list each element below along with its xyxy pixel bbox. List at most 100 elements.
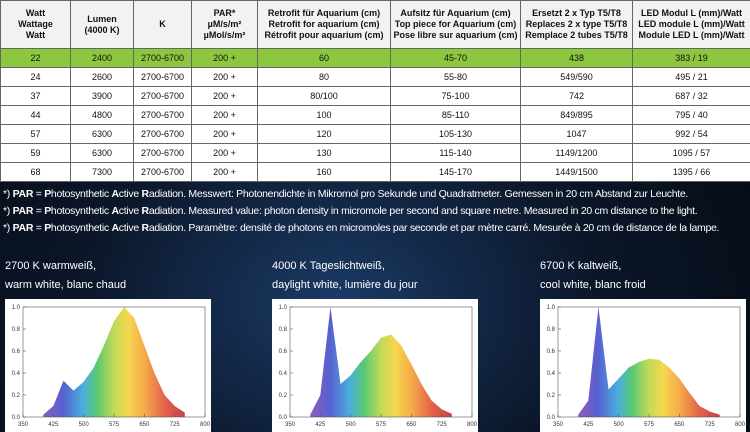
y-tick-label: 0.4 xyxy=(12,371,21,377)
table-cell: 160 xyxy=(257,162,391,182)
table-cell: 495 / 21 xyxy=(632,67,750,87)
table-cell: 60 xyxy=(257,48,391,68)
header-text: Replaces 2 x type T5/T8 xyxy=(525,19,628,29)
header-text: µMol/s/m² xyxy=(203,30,246,40)
table-cell: 6300 xyxy=(70,124,134,144)
header-text: Ersetzt 2 x Typ T5/T8 xyxy=(532,8,621,18)
x-tick-label: 500 xyxy=(614,422,625,428)
footnote-text: adiation. Measured value: photon density… xyxy=(148,205,698,217)
footnote-text: ctive xyxy=(118,205,142,217)
table-cell: 24 xyxy=(0,67,71,87)
header-text: (4000 K) xyxy=(84,24,120,35)
chart-title: 2700 K warmweiß, xyxy=(5,260,96,272)
y-tick-label: 0.0 xyxy=(279,415,288,421)
chart-subtitle: daylight white, lumière du jour xyxy=(272,279,418,291)
header-text: Rétrofit pour aquarium (cm) xyxy=(264,30,384,40)
header-text: Module LED L (mm)/Watt xyxy=(638,30,745,40)
table-cell: 1047 xyxy=(520,124,633,144)
table-cell: 200 + xyxy=(191,124,258,144)
footnote-text: R xyxy=(141,188,150,200)
table-cell: 2400 xyxy=(70,48,134,68)
footnote-text: hotosynthetic xyxy=(50,222,112,234)
table-cell: 849/895 xyxy=(520,105,633,125)
table-cell: 383 / 19 xyxy=(632,48,750,68)
table-cell: 37 xyxy=(0,86,71,106)
table-cell: 105-130 xyxy=(390,124,521,144)
header-text: Retrofit for aquarium (cm) xyxy=(268,19,380,29)
spectrum-area xyxy=(43,307,185,417)
table-cell: 795 / 40 xyxy=(632,105,750,125)
footnote-text: A xyxy=(111,222,120,234)
table-cell: 22 xyxy=(0,48,71,68)
table-cell: 200 + xyxy=(191,143,258,163)
header-cell: PAR* µM/s/m² µMol/s/m² xyxy=(191,0,258,49)
footnote-text: hotosynthetic xyxy=(50,188,112,200)
table-row: 24 2600 2700-6700 200 +80 55-80 549/590 495 / … xyxy=(0,67,750,87)
table-cell: 200 + xyxy=(191,162,258,182)
x-tick-label: 725 xyxy=(437,422,448,428)
header-text: Aufsitz für Aquarium (cm) xyxy=(400,8,511,18)
header-cell: Aufsitz für Aquarium (cm) Top piece for A… xyxy=(390,0,521,49)
table-cell: 1149/1200 xyxy=(520,143,633,163)
table-cell: 75-100 xyxy=(390,86,521,106)
table-cell: 200 + xyxy=(191,67,258,87)
header-text: Watt xyxy=(25,30,46,40)
footnote-text: R xyxy=(141,222,150,234)
y-tick-label: 0.6 xyxy=(547,349,556,355)
x-tick-label: 725 xyxy=(705,422,716,428)
footnote: *) PAR = Photosynthetic Active Radiation… xyxy=(3,186,749,203)
x-tick-label: 725 xyxy=(170,422,181,428)
table-cell: 200 + xyxy=(191,105,258,125)
table-cell: 1395 / 66 xyxy=(632,162,750,182)
table-row: 44 4800 2700-6700 200 +100 85-110 849/895 795 … xyxy=(0,105,750,125)
table-cell: 438 xyxy=(520,48,633,68)
spectra: 2700 K warmweiß, warm white, blanc chaud 0… xyxy=(4,260,746,432)
footnote-text: *) xyxy=(3,188,13,200)
x-tick-label: 425 xyxy=(48,422,59,428)
footnote-text: R xyxy=(141,205,150,217)
table-cell: 1095 / 57 xyxy=(632,143,750,163)
y-tick-label: 0.0 xyxy=(547,415,556,421)
footnote-text: = xyxy=(33,188,45,200)
footnote-text: = xyxy=(33,205,45,217)
footnote-text: P xyxy=(44,188,51,200)
table-cell: 2700-6700 xyxy=(133,48,192,68)
header-cell: K xyxy=(133,0,192,49)
table-row: 57 6300 2700-6700 200 +120 105-130 1047 992 / … xyxy=(0,124,750,144)
table-cell: 3900 xyxy=(70,86,134,106)
table-cell: 200 + xyxy=(191,48,258,68)
header-cell: LED Modul L (mm)/Watt LED module L (mm)/W… xyxy=(632,0,750,49)
header-text: Top piece for Aquarium (cm) xyxy=(394,19,517,29)
x-tick-label: 500 xyxy=(79,422,90,428)
header-text: Wattage xyxy=(18,19,53,29)
header-text: Retrofit für Aquarium (cm) xyxy=(267,8,381,18)
x-tick-label: 575 xyxy=(644,422,655,428)
header-text: µM/s/m² xyxy=(207,19,242,29)
x-tick-label: 425 xyxy=(583,422,594,428)
header-cell: Watt Wattage Watt xyxy=(0,0,71,49)
header-text: Pose libre sur aquarium (cm) xyxy=(393,30,518,40)
table-row: 37 3900 2700-6700 200 +80/100 75-100 742 687 /… xyxy=(0,86,750,106)
y-tick-label: 0.6 xyxy=(12,349,21,355)
x-tick-label: 800 xyxy=(467,422,478,428)
header-text: Watt xyxy=(25,8,46,18)
table-cell: 4800 xyxy=(70,105,134,125)
x-tick-label: 500 xyxy=(346,422,357,428)
table-cell: 55-80 xyxy=(390,67,521,87)
x-tick-label: 650 xyxy=(139,422,150,428)
table-cell: 68 xyxy=(0,162,71,182)
x-tick-label: 350 xyxy=(18,422,29,428)
footnotes: *) PAR = Photosynthetic Active Radiation… xyxy=(3,186,749,237)
y-tick-label: 0.8 xyxy=(547,327,556,333)
footnote-text: *) xyxy=(3,222,13,234)
footnote-text: *) xyxy=(3,205,13,217)
table-cell: 7300 xyxy=(70,162,134,182)
header-cell: Retrofit für Aquarium (cm) Retrofit for a… xyxy=(257,0,391,49)
footnote: *) PAR = Photosynthetic Active Radiation… xyxy=(3,220,749,237)
x-tick-label: 350 xyxy=(285,422,296,428)
x-tick-label: 800 xyxy=(735,422,746,428)
table-cell: 2700-6700 xyxy=(133,162,192,182)
y-tick-label: 0.6 xyxy=(279,349,288,355)
table-row: 22 2400 2700-6700 200 +60 45-70 438 383 / 19 xyxy=(0,48,750,68)
